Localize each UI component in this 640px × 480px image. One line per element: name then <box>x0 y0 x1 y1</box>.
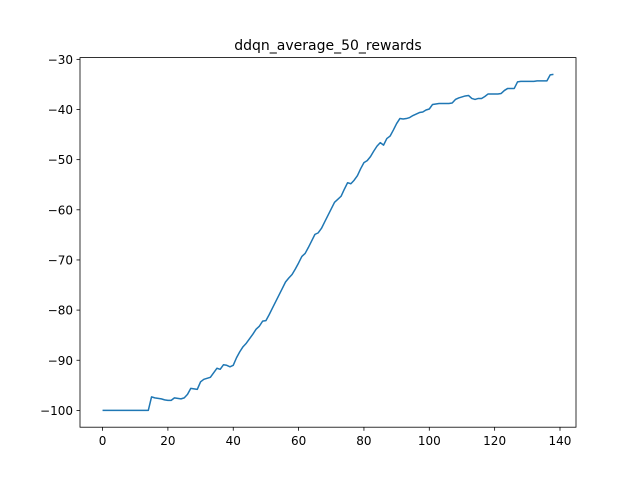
x-tick-label: 140 <box>549 434 572 448</box>
x-tick-label: 40 <box>226 434 241 448</box>
x-tick-label: 80 <box>356 434 371 448</box>
chart-title: ddqn_average_50_rewards <box>234 38 421 54</box>
y-tick-label: −30 <box>48 53 73 67</box>
x-tick-label: 0 <box>99 434 107 448</box>
x-tick-label: 100 <box>418 434 441 448</box>
y-tick-label: −90 <box>48 354 73 368</box>
y-tick-label: −80 <box>48 304 73 318</box>
y-tick-label: −50 <box>48 153 73 167</box>
y-tick-label: −40 <box>48 103 73 117</box>
x-tick-label: 60 <box>291 434 306 448</box>
axes-frame <box>79 57 577 428</box>
x-tick-label: 120 <box>483 434 506 448</box>
y-tick-label: −100 <box>40 404 73 418</box>
data-line <box>102 73 554 412</box>
y-tick-label: −70 <box>48 253 73 267</box>
x-tick-label: 20 <box>160 434 175 448</box>
y-tick-label: −60 <box>48 203 73 217</box>
